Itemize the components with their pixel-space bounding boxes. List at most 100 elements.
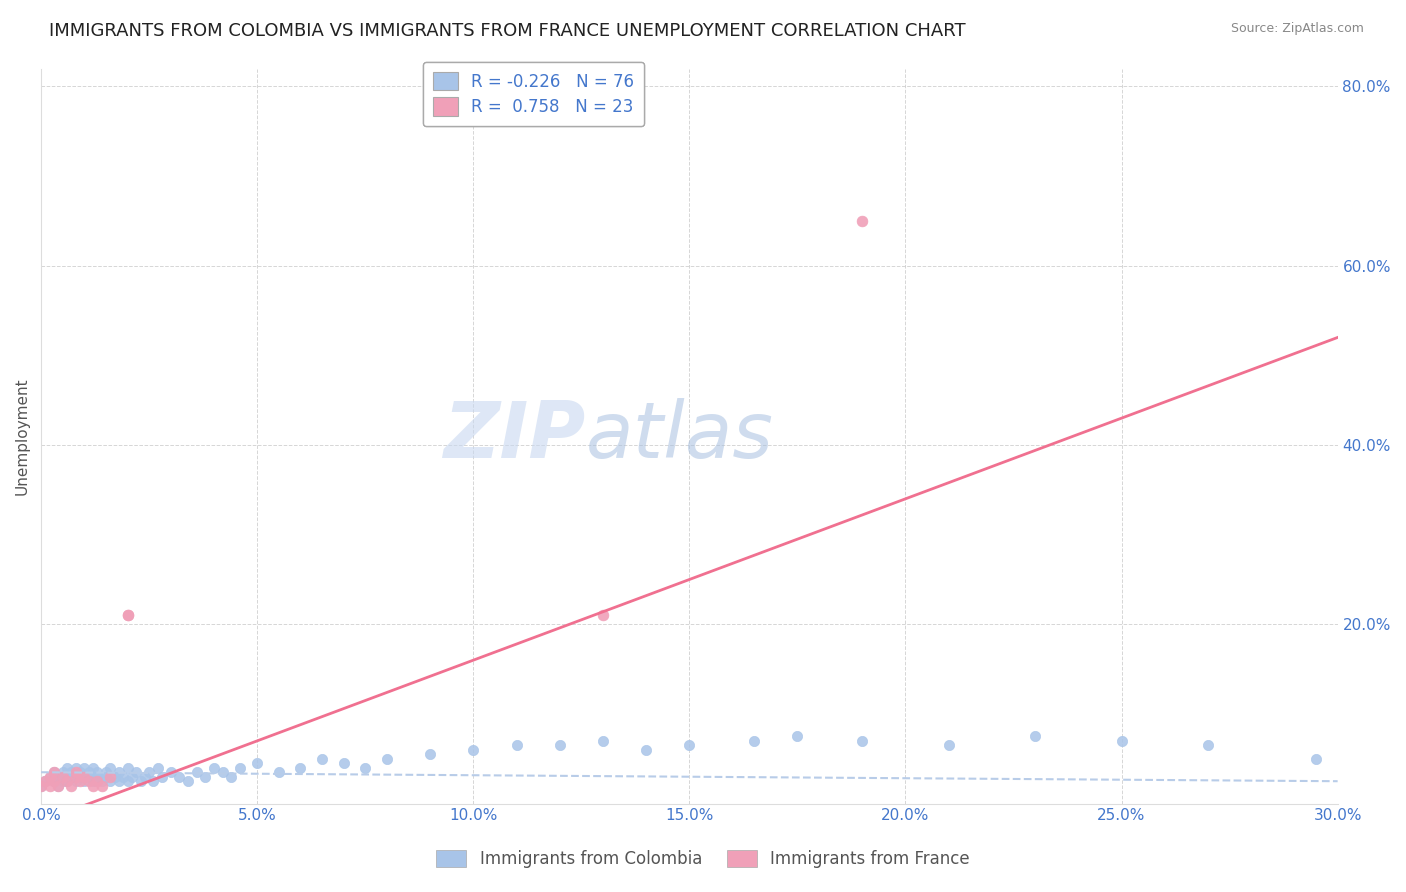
Point — [103, 770, 125, 784]
Text: Source: ZipAtlas.com: Source: ZipAtlas.com — [1230, 22, 1364, 36]
Point — [56, 774, 79, 789]
Point — [42, 765, 65, 780]
Point — [60, 779, 83, 793]
Point — [419, 747, 441, 762]
Point — [548, 739, 571, 753]
Point — [34, 774, 56, 789]
Point — [267, 765, 290, 780]
Point — [129, 774, 152, 789]
Point — [98, 761, 121, 775]
Point — [786, 730, 808, 744]
Point — [82, 779, 104, 793]
Point — [69, 774, 91, 789]
Point — [52, 765, 75, 780]
Point — [117, 761, 139, 775]
Point — [159, 765, 181, 780]
Point — [125, 765, 148, 780]
Text: IMMIGRANTS FROM COLOMBIA VS IMMIGRANTS FROM FRANCE UNEMPLOYMENT CORRELATION CHAR: IMMIGRANTS FROM COLOMBIA VS IMMIGRANTS F… — [49, 22, 966, 40]
Point — [73, 770, 96, 784]
Legend: R = -0.226   N = 76, R =  0.758   N = 23: R = -0.226 N = 76, R = 0.758 N = 23 — [423, 62, 644, 126]
Point — [77, 770, 100, 784]
Point — [290, 761, 312, 775]
Point — [56, 761, 79, 775]
Point — [177, 774, 200, 789]
Point — [48, 779, 70, 793]
Point — [38, 770, 60, 784]
Point — [219, 770, 242, 784]
Point — [117, 774, 139, 789]
Point — [138, 765, 160, 780]
Point — [98, 774, 121, 789]
Point — [65, 765, 87, 780]
Point — [194, 770, 217, 784]
Point — [65, 761, 87, 775]
Point — [108, 774, 131, 789]
Y-axis label: Unemployment: Unemployment — [15, 377, 30, 495]
Point — [463, 743, 485, 757]
Point — [90, 774, 112, 789]
Point — [332, 756, 354, 771]
Point — [94, 765, 117, 780]
Point — [82, 774, 104, 789]
Point — [52, 770, 75, 784]
Point — [1024, 730, 1046, 744]
Point — [851, 214, 873, 228]
Point — [117, 608, 139, 623]
Point — [34, 774, 56, 789]
Point — [117, 608, 139, 623]
Point — [311, 752, 333, 766]
Point — [636, 743, 658, 757]
Point — [48, 779, 70, 793]
Legend: Immigrants from Colombia, Immigrants from France: Immigrants from Colombia, Immigrants fro… — [429, 843, 977, 875]
Point — [186, 765, 208, 780]
Point — [169, 770, 191, 784]
Point — [42, 774, 65, 789]
Point — [592, 608, 614, 623]
Point — [42, 774, 65, 789]
Point — [69, 765, 91, 780]
Point — [86, 765, 108, 780]
Point — [86, 774, 108, 789]
Point — [73, 761, 96, 775]
Point — [108, 765, 131, 780]
Text: ZIP: ZIP — [443, 398, 586, 474]
Point — [60, 770, 83, 784]
Point — [42, 765, 65, 780]
Point — [142, 774, 165, 789]
Point — [202, 761, 225, 775]
Point — [592, 734, 614, 748]
Point — [678, 739, 700, 753]
Point — [98, 770, 121, 784]
Point — [150, 770, 173, 784]
Point — [38, 770, 60, 784]
Point — [86, 770, 108, 784]
Point — [1111, 734, 1133, 748]
Point — [73, 774, 96, 789]
Point — [1305, 752, 1327, 766]
Point — [134, 770, 156, 784]
Point — [82, 761, 104, 775]
Point — [246, 756, 269, 771]
Point — [851, 734, 873, 748]
Point — [211, 765, 233, 780]
Point — [77, 765, 100, 780]
Text: atlas: atlas — [586, 398, 773, 474]
Point — [112, 770, 135, 784]
Point — [121, 770, 143, 784]
Point — [52, 770, 75, 784]
Point — [65, 774, 87, 789]
Point — [1197, 739, 1219, 753]
Point — [229, 761, 252, 775]
Point — [354, 761, 377, 775]
Point — [60, 765, 83, 780]
Point — [375, 752, 398, 766]
Point — [742, 734, 765, 748]
Point — [90, 779, 112, 793]
Point — [48, 770, 70, 784]
Point — [65, 770, 87, 784]
Point — [938, 739, 960, 753]
Point — [30, 779, 52, 793]
Point — [52, 774, 75, 789]
Point — [56, 774, 79, 789]
Point — [38, 779, 60, 793]
